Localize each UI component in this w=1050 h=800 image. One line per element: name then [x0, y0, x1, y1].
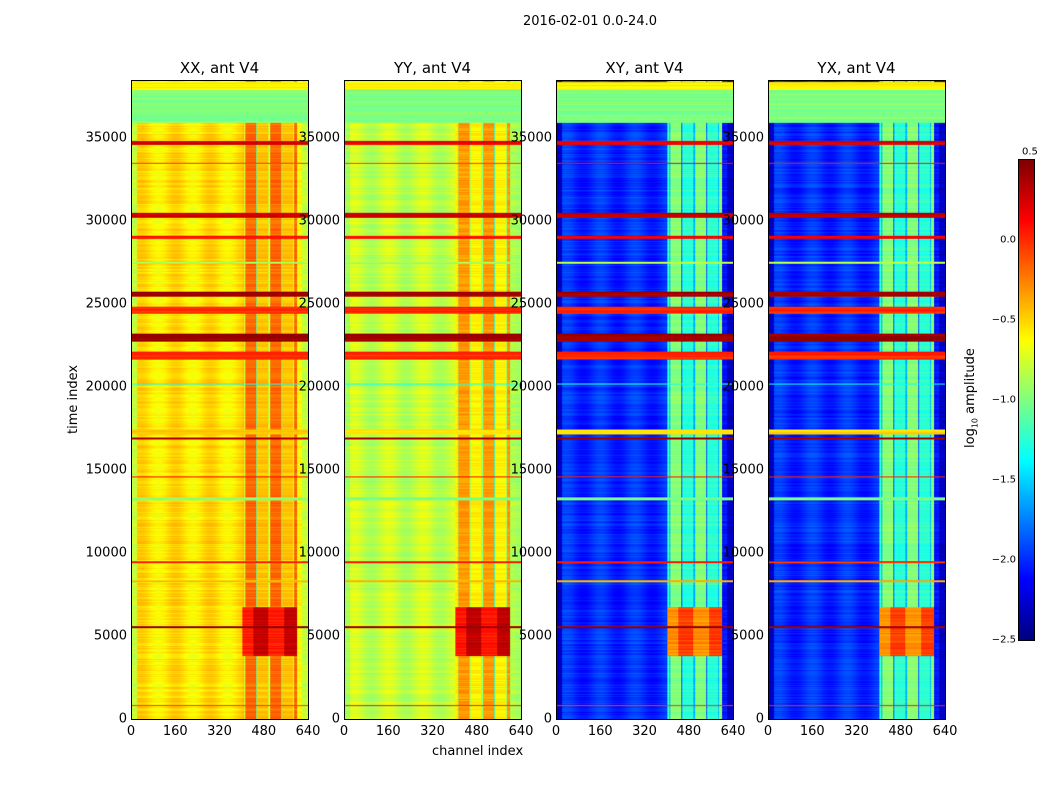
y-tick-label: 10000 [510, 545, 552, 561]
y-tick-label: 0 [331, 711, 340, 727]
x-tick-label: 480 [676, 724, 702, 739]
figure-title: 2016-02-01 0.0-24.0 [523, 14, 657, 29]
y-tick-label: 25000 [85, 296, 127, 312]
heatmap-panel-2 [556, 80, 734, 720]
x-axis-label: channel index [432, 744, 524, 759]
colorbar-tick-label: 0.5 [1022, 146, 1038, 158]
colorbar-tick-label: −1.0 [991, 394, 1016, 406]
y-tick-label: 30000 [85, 213, 127, 229]
y-tick-label: 20000 [510, 379, 552, 395]
y-tick-label: 15000 [722, 462, 764, 478]
colorbar-label: log10 amplitude [963, 348, 980, 448]
y-tick-label: 20000 [298, 379, 340, 395]
x-tick-label: 480 [888, 724, 914, 739]
x-tick-label: 320 [844, 724, 869, 739]
y-tick-label: 25000 [722, 296, 764, 312]
y-tick-label: 25000 [510, 296, 552, 312]
y-tick-label: 20000 [85, 379, 127, 395]
x-tick-label: 160 [799, 724, 825, 739]
y-tick-label: 15000 [298, 462, 340, 478]
y-tick-label: 15000 [85, 462, 127, 478]
y-tick-label: 30000 [722, 213, 764, 229]
x-tick-label: 640 [932, 724, 958, 739]
y-tick-label: 30000 [298, 213, 340, 229]
x-tick-label: 0 [763, 724, 773, 739]
y-tick-label: 5000 [93, 628, 127, 644]
x-tick-label: 160 [162, 724, 188, 739]
y-tick-label: 20000 [722, 379, 764, 395]
colorbar-tick-label: −0.5 [991, 314, 1016, 326]
heatmap-panel-3 [768, 80, 946, 720]
x-tick-label: 640 [508, 724, 534, 739]
x-tick-label: 480 [464, 724, 490, 739]
colorbar [1018, 159, 1035, 641]
y-tick-label: 35000 [85, 130, 127, 146]
y-tick-label: 15000 [510, 462, 552, 478]
y-tick-label: 0 [118, 711, 127, 727]
x-tick-label: 640 [295, 724, 321, 739]
colorbar-tick-label: −2.0 [991, 554, 1016, 566]
y-tick-label: 0 [755, 711, 764, 727]
y-tick-label: 10000 [298, 545, 340, 561]
y-tick-label: 5000 [730, 628, 764, 644]
x-tick-label: 320 [207, 724, 232, 739]
x-tick-label: 0 [339, 724, 349, 739]
colorbar-tick-label: −2.5 [991, 634, 1016, 646]
x-tick-label: 480 [251, 724, 277, 739]
x-tick-label: 640 [720, 724, 746, 739]
panel-title: XY, ant V4 [605, 59, 684, 77]
heatmap-panel-1 [344, 80, 522, 720]
y-tick-label: 35000 [510, 130, 552, 146]
x-tick-label: 320 [632, 724, 657, 739]
y-axis-label: time index [66, 364, 81, 434]
panel-title: XX, ant V4 [179, 59, 260, 77]
panel-title: YX, ant V4 [817, 59, 896, 77]
x-tick-label: 0 [126, 724, 136, 739]
x-tick-label: 160 [587, 724, 613, 739]
y-tick-label: 35000 [298, 130, 340, 146]
colorbar-tick-label: 0.0 [1000, 234, 1016, 246]
x-tick-label: 160 [375, 724, 401, 739]
y-tick-label: 10000 [722, 545, 764, 561]
y-tick-label: 5000 [518, 628, 552, 644]
y-tick-label: 35000 [722, 130, 764, 146]
heatmap-panel-0 [131, 80, 309, 720]
panel-title: YY, ant V4 [393, 59, 471, 77]
x-tick-label: 0 [551, 724, 561, 739]
y-tick-label: 10000 [85, 545, 127, 561]
y-tick-label: 5000 [306, 628, 340, 644]
y-tick-label: 30000 [510, 213, 552, 229]
y-tick-label: 0 [543, 711, 552, 727]
x-tick-label: 320 [420, 724, 445, 739]
y-tick-label: 25000 [298, 296, 340, 312]
colorbar-tick-label: −1.5 [991, 474, 1016, 486]
